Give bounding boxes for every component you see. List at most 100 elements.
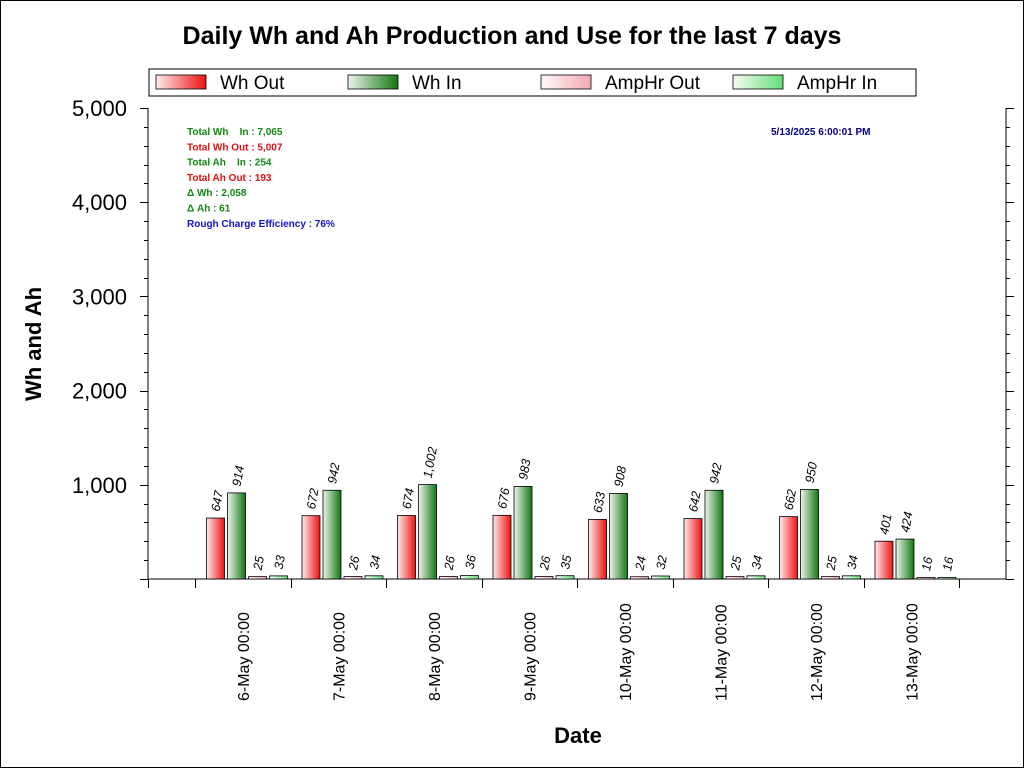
data-label: 33 [272, 554, 288, 570]
legend-label: AmpHr In [797, 73, 877, 94]
bar-wh-in [322, 489, 342, 580]
y-tick-label: 2,000 [72, 379, 127, 404]
data-label: 424 [898, 511, 915, 534]
data-label: 647 [209, 489, 227, 513]
x-axis-title: Date [554, 723, 602, 748]
bar-wh-out [397, 515, 416, 580]
bar-wh-in [609, 493, 628, 580]
annotations: Total Wh In : 7,065 Total Wh Out : 5,007 T… [187, 127, 871, 230]
data-label: 662 [782, 488, 799, 511]
data-label: 35 [558, 554, 574, 570]
data-label: 16 [940, 556, 956, 572]
bar-wh-out [683, 518, 703, 580]
legend-box [148, 68, 917, 97]
bar-wh-in [418, 484, 437, 580]
bar-amphr-out [630, 576, 649, 580]
data-label: 1,002 [421, 446, 440, 479]
legend-swatch [347, 74, 399, 90]
summary-annotation: Total Ah Out : 193 [187, 173, 272, 184]
bars [206, 484, 957, 580]
data-label: 914 [230, 464, 247, 487]
data-label: 32 [654, 554, 670, 570]
bar-wh-in [513, 486, 533, 580]
summary-annotation: Total Ah In : 254 [187, 158, 272, 169]
bar-amphr-in [460, 575, 479, 580]
bar-amphr-out [534, 576, 554, 580]
data-label: 672 [304, 487, 321, 510]
data-label: 36 [463, 554, 479, 570]
data-label: 983 [516, 458, 533, 481]
bar-amphr-in [746, 575, 766, 580]
bar-wh-out [492, 514, 512, 580]
data-label: 34 [367, 554, 383, 570]
bar-amphr-out [725, 576, 745, 580]
y-tick-label: 1,000 [72, 473, 127, 498]
bar-amphr-out [248, 576, 267, 580]
bar-wh-in [800, 489, 819, 580]
bar-wh-in [227, 492, 246, 580]
data-label: 16 [919, 556, 935, 572]
bar-amphr-in [555, 575, 575, 580]
data-label: 908 [612, 465, 629, 488]
x-tick-label: 11-May 00:00 [714, 604, 731, 701]
data-label: 26 [346, 555, 362, 572]
y-axis-title: Wh and Ah [21, 287, 46, 401]
summary-annotation: Δ Wh : 2,058 [187, 188, 247, 199]
summary-annotation: Rough Charge Efficiency : 76% [187, 219, 335, 230]
bar-wh-in [895, 538, 915, 580]
data-label: 25 [728, 555, 744, 572]
data-label: 26 [441, 555, 457, 572]
bar-wh-out [779, 516, 798, 580]
legend-swatch [732, 74, 784, 90]
x-tick-label: 13-May 00:00 [905, 603, 922, 701]
legend: Wh Out Wh In AmpHr Out AmpHr In [148, 68, 917, 97]
data-label: 25 [250, 555, 266, 572]
bar-amphr-out [439, 576, 458, 580]
bar-amphr-out [821, 576, 840, 580]
bar-amphr-out [343, 576, 363, 580]
x-tick-label: 10-May 00:00 [618, 603, 635, 701]
y-tick-label: 3,000 [72, 284, 127, 309]
timestamp: 5/13/2025 6:00:01 PM [771, 127, 871, 138]
legend-label: Wh In [412, 73, 462, 94]
x-tick-label: 6-May 00:00 [236, 612, 253, 701]
bar-wh-out [301, 515, 321, 580]
data-label: 642 [686, 490, 703, 513]
bar-amphr-in [269, 575, 288, 580]
y-tick-label: 5,000 [72, 96, 127, 121]
summary-annotation: Total Wh In : 7,065 [187, 127, 283, 138]
summary-annotation: Total Wh Out : 5,007 [187, 142, 283, 153]
data-label: 34 [845, 554, 861, 570]
bar-amphr-in [364, 575, 384, 580]
legend-label: AmpHr Out [605, 73, 701, 94]
summary-annotation: Δ Ah : 61 [187, 204, 231, 215]
data-label: 34 [749, 554, 765, 570]
legend-swatch [155, 74, 207, 90]
axes: 5,000 4,000 3,000 2,000 1,000 6-May 00:00 7-Ma… [72, 96, 1014, 701]
y-tick-label: 4,000 [72, 190, 127, 215]
bar-wh-out [874, 540, 894, 580]
bar-wh-out [206, 517, 225, 580]
data-label: 24 [632, 555, 648, 572]
bar-wh-out [588, 518, 607, 580]
x-tick-label: 12-May 00:00 [809, 603, 826, 701]
data-label: 942 [325, 462, 342, 485]
data-label: 950 [803, 461, 820, 484]
data-label: 26 [537, 555, 553, 572]
bar-amphr-in [937, 577, 957, 580]
data-label: 942 [707, 462, 724, 485]
legend-label: Wh Out [220, 73, 285, 94]
data-label: 633 [591, 491, 608, 514]
chart-title: Daily Wh and Ah Production and Use for t… [183, 22, 842, 50]
x-tick-label: 7-May 00:00 [332, 612, 349, 701]
data-label: 25 [823, 555, 839, 572]
data-label: 401 [877, 513, 894, 536]
data-label: 674 [400, 487, 417, 510]
data-label: 676 [495, 487, 512, 510]
bar-wh-in [704, 489, 724, 580]
x-tick-label: 9-May 00:00 [523, 612, 540, 701]
bar-amphr-in [842, 575, 861, 580]
